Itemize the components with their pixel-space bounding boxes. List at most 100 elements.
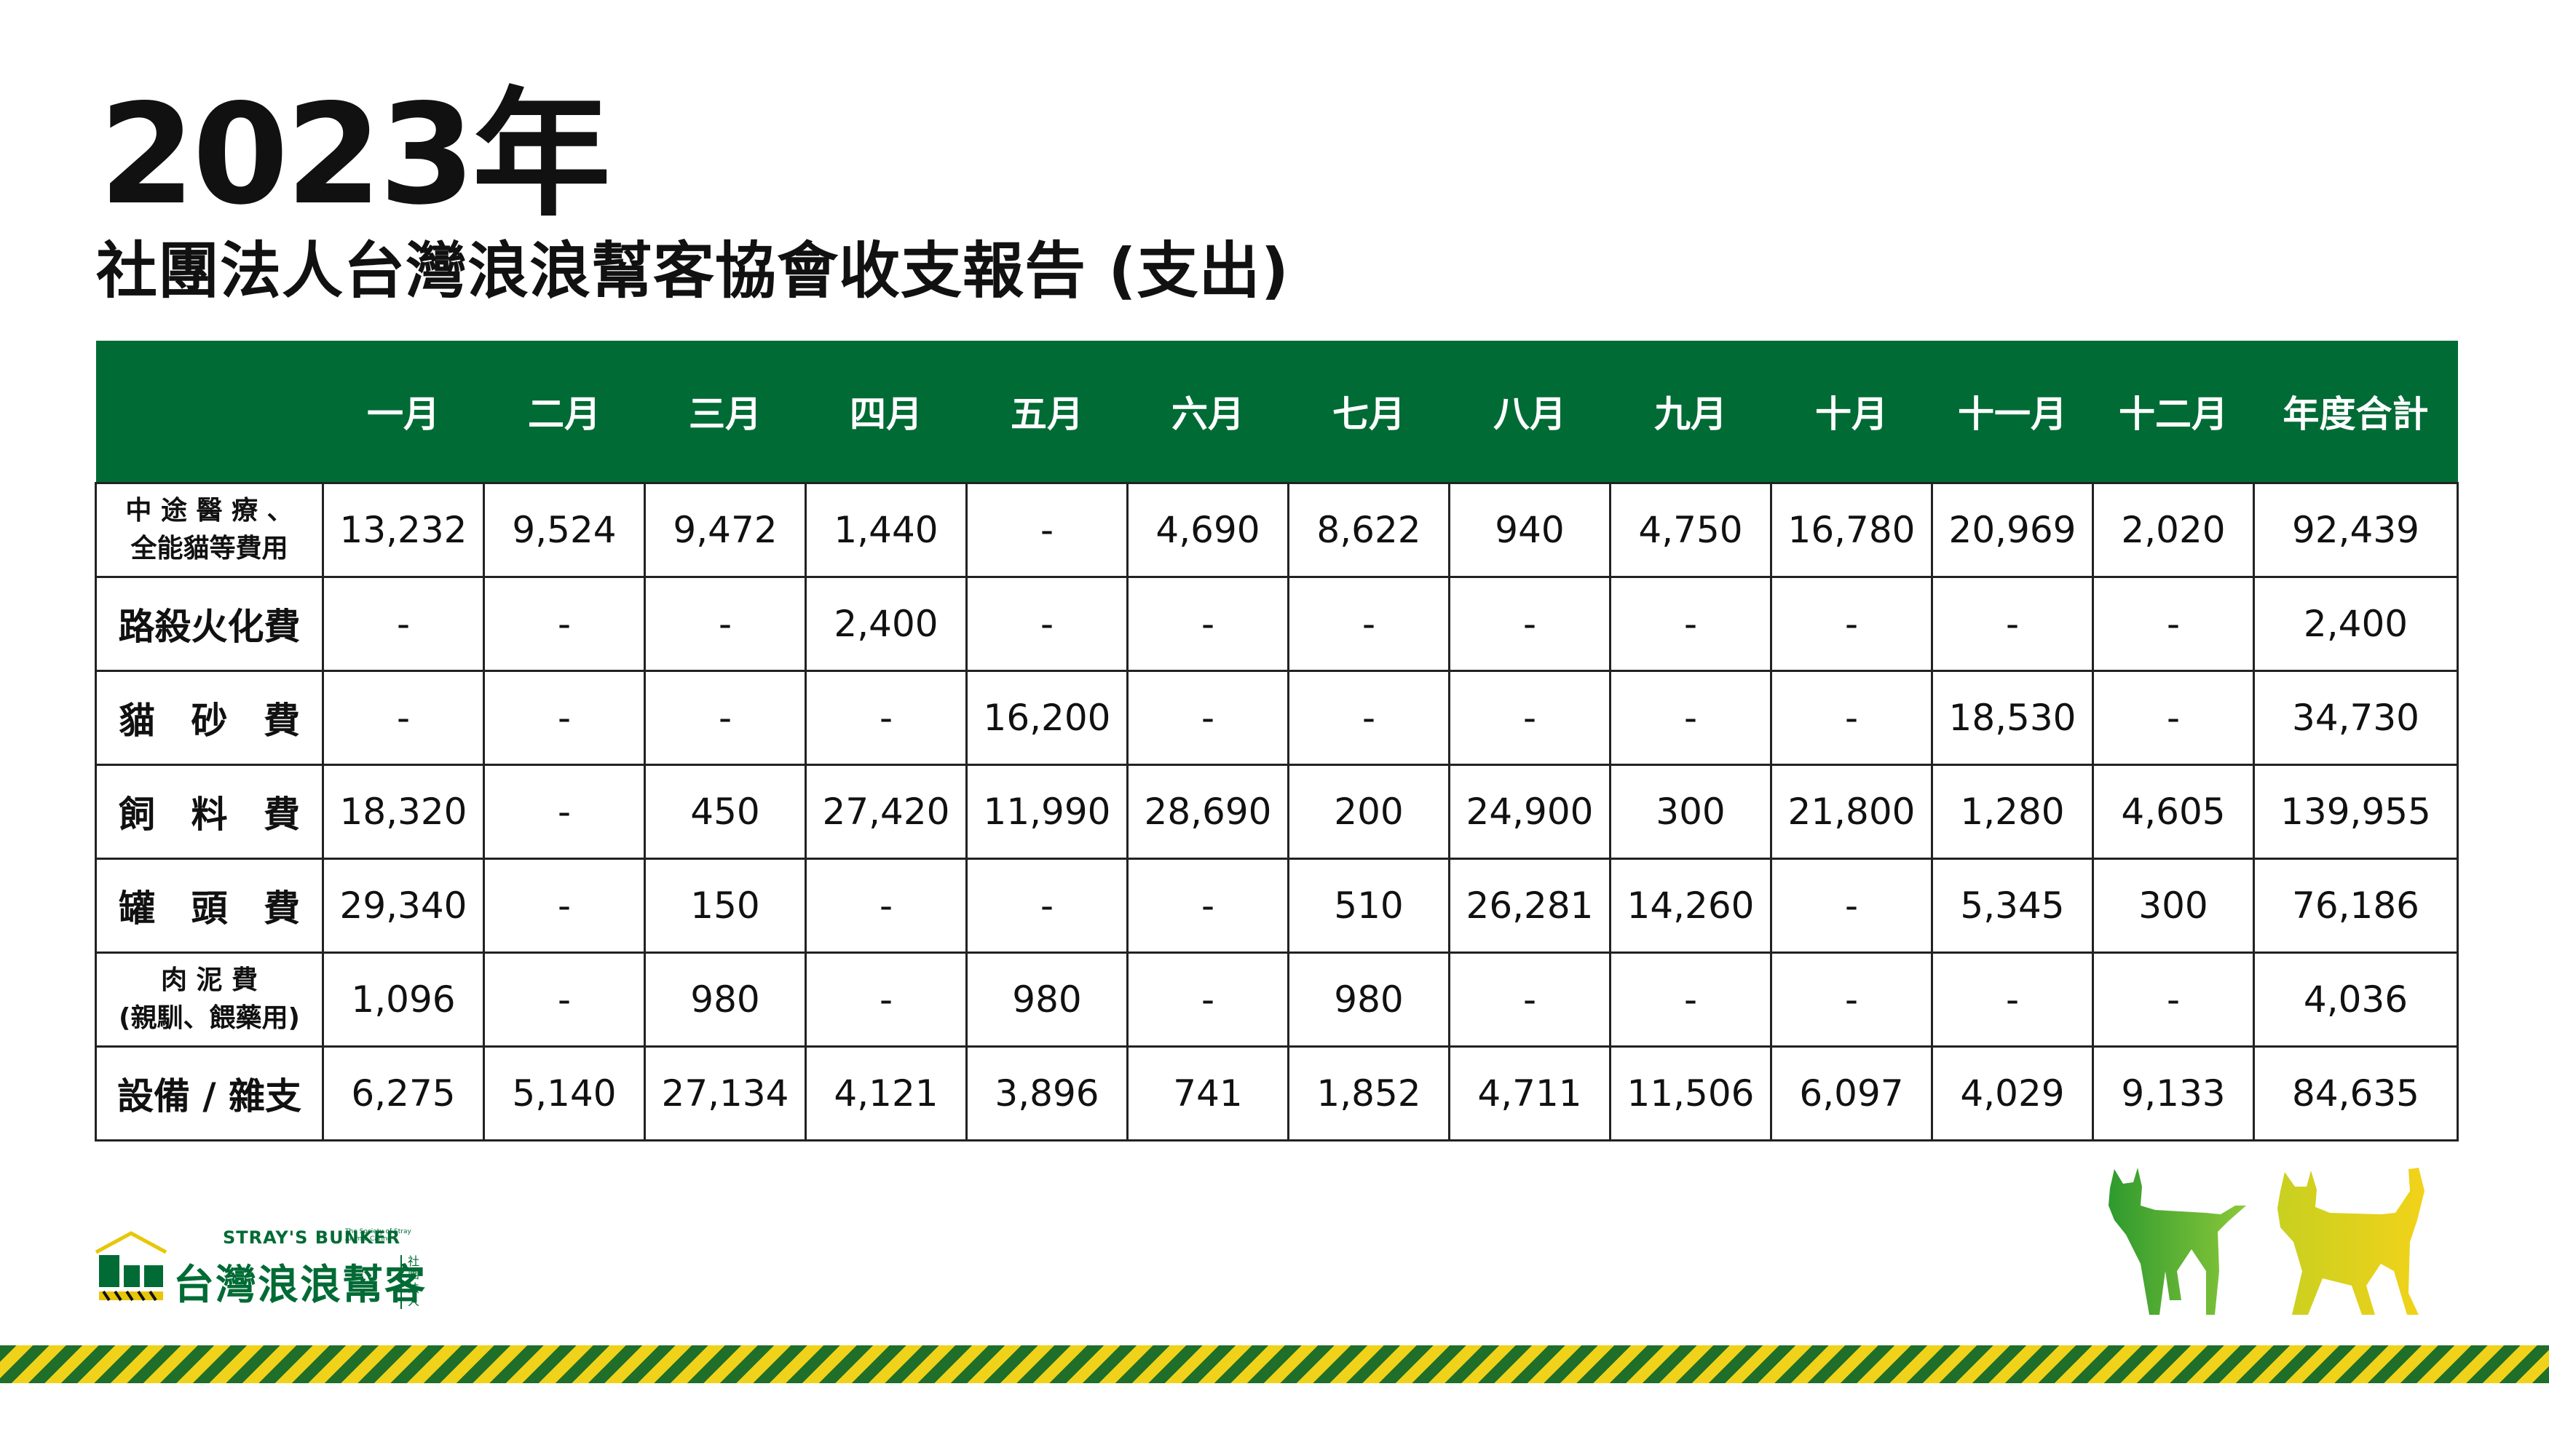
month-value-cell: - [2092,951,2255,1048]
row-label-line: 全能貓等費用 [130,534,288,563]
month-value-cell: - [483,858,646,954]
green-cat-icon [2109,1168,2246,1315]
month-value-cell: 4,605 [2092,764,2255,860]
header-annual-total: 年度合計 [2253,341,2458,483]
month-value-cell: - [322,670,485,766]
month-value-cell: - [1931,951,2094,1048]
month-value-cell: - [1770,576,1933,672]
header-month: 十二月 [2092,341,2254,483]
cat-illustration [2109,1168,2424,1315]
month-value-cell: 300 [1609,764,1772,860]
header-month: 四月 [805,341,967,483]
month-value-cell: 980 [1287,951,1450,1048]
month-value-cell: 29,340 [322,858,485,954]
row-label: 設備 / 雜支 [95,1045,324,1142]
month-value-cell: 26,281 [1448,858,1611,954]
month-value-cell: 27,134 [644,1045,807,1142]
row-total-cell: 139,955 [2253,764,2459,860]
footer-stripe [0,1345,2549,1383]
row-total-cell: 84,635 [2253,1045,2459,1142]
month-value-cell: 940 [1448,482,1611,578]
month-value-cell: 1,440 [805,482,968,578]
row-total-cell: 2,400 [2253,576,2459,672]
row-label: 肉 泥 費 (親馴、餵藥用) [95,951,324,1048]
header-month: 九月 [1610,341,1771,483]
month-value-cell: - [1448,951,1611,1048]
row-total-cell: 92,439 [2253,482,2459,578]
table-row: 罐頭費 29,340-150- - -510 26,281 14,260-5,345 300… [95,858,2459,954]
table-header-row: 一月 二月 三月 四月 五月 六月 七月 八月 九月 十月 十一月 十二月 年度… [95,341,2458,483]
expense-table: 一月 二月 三月 四月 五月 六月 七月 八月 九月 十月 十一月 十二月 年度… [95,341,2459,1142]
report-subtitle: 社團法人台灣浪浪幫客協會收支報告 (支出) [96,235,1290,306]
month-value-cell: 2,020 [2092,482,2255,578]
header-corner [95,341,323,483]
month-value-cell: 4,690 [1126,482,1289,578]
month-value-cell: 1,280 [1931,764,2094,860]
table-row: 路殺火化費 - - -2,400- - - - - - - -2,400 [95,576,2459,672]
month-value-cell: 4,121 [805,1045,968,1142]
logo-tagline: The Society of Stray Animal Caring [345,1228,411,1243]
month-value-cell: 6,097 [1770,1045,1933,1142]
month-value-cell: - [1609,670,1772,766]
month-value-cell: 16,780 [1770,482,1933,578]
month-value-cell: - [1126,670,1289,766]
month-value-cell: 4,750 [1609,482,1772,578]
header-month: 二月 [483,341,645,483]
header-month: 六月 [1127,341,1289,483]
month-value-cell: - [483,576,646,672]
month-value-cell: 14,260 [1609,858,1772,954]
month-value-cell: 9,472 [644,482,807,578]
row-label-line: 中 途 醫 療 、 [125,495,293,526]
strays-bunker-logo: STRAY'S BUNKER The Society of Stray Anim… [93,1227,443,1309]
month-value-cell: 5,140 [483,1045,646,1142]
house-logo-icon [95,1231,167,1302]
month-value-cell: - [1287,670,1450,766]
month-value-cell: - [1287,576,1450,672]
month-value-cell: - [644,670,807,766]
month-value-cell: 21,800 [1770,764,1933,860]
month-value-cell: 5,345 [1931,858,2094,954]
month-value-cell: - [483,670,646,766]
month-value-cell: - [2092,576,2255,672]
row-label: 中 途 醫 療 、全能貓等費用 [95,482,324,578]
row-total-cell: 34,730 [2253,670,2459,766]
table-row: 飼料費 18,320-450 27,420 11,990 28,690 200 24,900… [95,764,2459,860]
month-value-cell: 200 [1287,764,1450,860]
month-value-cell: 150 [644,858,807,954]
month-value-cell: 24,900 [1448,764,1611,860]
month-value-cell: 3,896 [965,1045,1129,1142]
row-total-cell: 76,186 [2253,858,2459,954]
logo-org-type: 社團法人 [400,1254,422,1309]
month-value-cell: - [1770,858,1933,954]
month-value-cell: - [483,951,646,1048]
month-value-cell: 510 [1287,858,1450,954]
month-value-cell: 27,420 [805,764,968,860]
month-value-cell: - [1448,670,1611,766]
month-value-cell: - [2092,670,2255,766]
table-row: 中 途 醫 療 、全能貓等費用 13,232 9,524 9,472 1,440-4,6… [95,482,2459,578]
month-value-cell: - [1770,670,1933,766]
table-row: 貓砂費 - - - -16,200- - - - -18,530-34,730 [95,670,2459,766]
month-value-cell: - [644,576,807,672]
month-value-cell: 16,200 [965,670,1129,766]
month-value-cell: 18,320 [322,764,485,860]
month-value-cell: 9,524 [483,482,646,578]
month-value-cell: 13,232 [322,482,485,578]
month-value-cell: 2,400 [805,576,968,672]
month-value-cell: - [322,576,485,672]
month-value-cell: - [1931,576,2094,672]
logo-english-name: STRAY'S BUNKER [223,1227,401,1248]
report-year-title: 2023年 [99,74,611,235]
header-month: 一月 [323,341,484,483]
month-value-cell: 980 [965,951,1129,1048]
month-value-cell: - [1770,951,1933,1048]
month-value-cell: 8,622 [1287,482,1450,578]
header-month: 十月 [1771,341,1932,483]
month-value-cell: - [805,670,968,766]
row-label: 路殺火化費 [95,576,324,672]
table-row: 肉 泥 費 (親馴、餵藥用) 1,096-980-980-980- - - - -4,036 [95,951,2459,1048]
month-value-cell: 18,530 [1931,670,2094,766]
month-value-cell: 300 [2092,858,2255,954]
month-value-cell: 741 [1126,1045,1289,1142]
month-value-cell: 1,852 [1287,1045,1450,1142]
